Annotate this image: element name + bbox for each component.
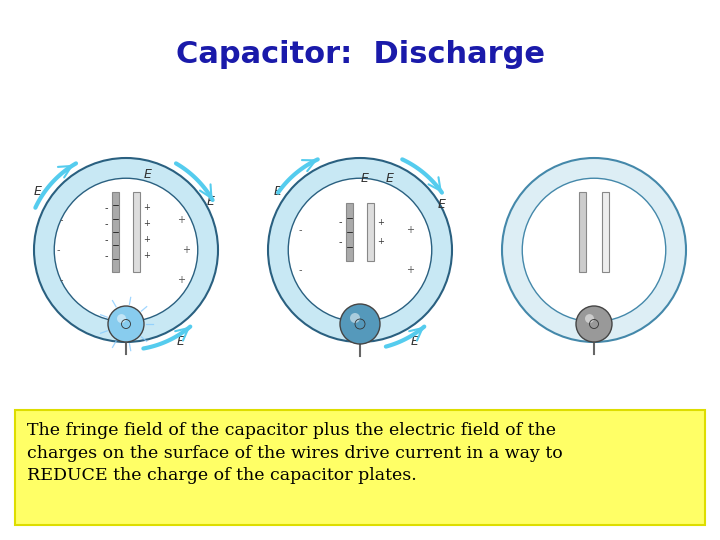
- Text: +: +: [177, 275, 185, 285]
- Circle shape: [350, 313, 360, 323]
- Text: -: -: [104, 251, 108, 261]
- Circle shape: [268, 158, 452, 342]
- Circle shape: [34, 158, 218, 342]
- Bar: [602, 192, 609, 272]
- Circle shape: [54, 178, 198, 322]
- Text: +: +: [177, 215, 185, 225]
- Text: E: E: [361, 172, 369, 185]
- Text: -: -: [59, 215, 63, 225]
- Bar: [133, 192, 140, 272]
- Text: -: -: [104, 219, 108, 229]
- Text: -: -: [338, 237, 342, 247]
- Text: E: E: [177, 335, 185, 348]
- Bar: [15, 410, 705, 525]
- Circle shape: [288, 178, 432, 322]
- Text: -: -: [104, 235, 108, 245]
- Text: +: +: [377, 237, 384, 246]
- Text: E: E: [274, 185, 282, 198]
- Circle shape: [340, 304, 380, 344]
- Text: E: E: [34, 185, 42, 198]
- Circle shape: [522, 178, 666, 322]
- Text: E: E: [144, 168, 152, 181]
- Text: +: +: [143, 235, 150, 245]
- Text: +: +: [377, 218, 384, 227]
- Text: -: -: [59, 275, 63, 285]
- Text: -: -: [338, 217, 342, 227]
- Text: -: -: [104, 203, 108, 213]
- Text: +: +: [406, 265, 414, 275]
- Text: E: E: [386, 172, 394, 185]
- Bar: [112, 192, 119, 272]
- Text: +: +: [143, 204, 150, 213]
- Text: +: +: [143, 252, 150, 260]
- Text: +: +: [406, 225, 414, 235]
- Bar: [579, 192, 586, 272]
- Bar: [367, 203, 374, 261]
- Text: E: E: [207, 195, 215, 208]
- Circle shape: [108, 306, 144, 342]
- Text: E: E: [438, 198, 446, 211]
- Text: E: E: [411, 335, 419, 348]
- Text: Capacitor:  Discharge: Capacitor: Discharge: [176, 40, 544, 69]
- Circle shape: [576, 306, 612, 342]
- Text: -: -: [56, 245, 60, 255]
- Circle shape: [585, 314, 594, 323]
- Text: -: -: [298, 265, 302, 275]
- Circle shape: [117, 314, 126, 323]
- Text: charges on the surface of the wires drive current in a way to: charges on the surface of the wires driv…: [27, 444, 563, 462]
- Text: +: +: [143, 219, 150, 228]
- Text: REDUCE the charge of the capacitor plates.: REDUCE the charge of the capacitor plate…: [27, 467, 417, 484]
- Text: The fringe field of the capacitor plus the electric field of the: The fringe field of the capacitor plus t…: [27, 422, 556, 439]
- Text: +: +: [182, 245, 190, 255]
- Text: -: -: [298, 225, 302, 235]
- Circle shape: [502, 158, 686, 342]
- Bar: [346, 203, 353, 261]
